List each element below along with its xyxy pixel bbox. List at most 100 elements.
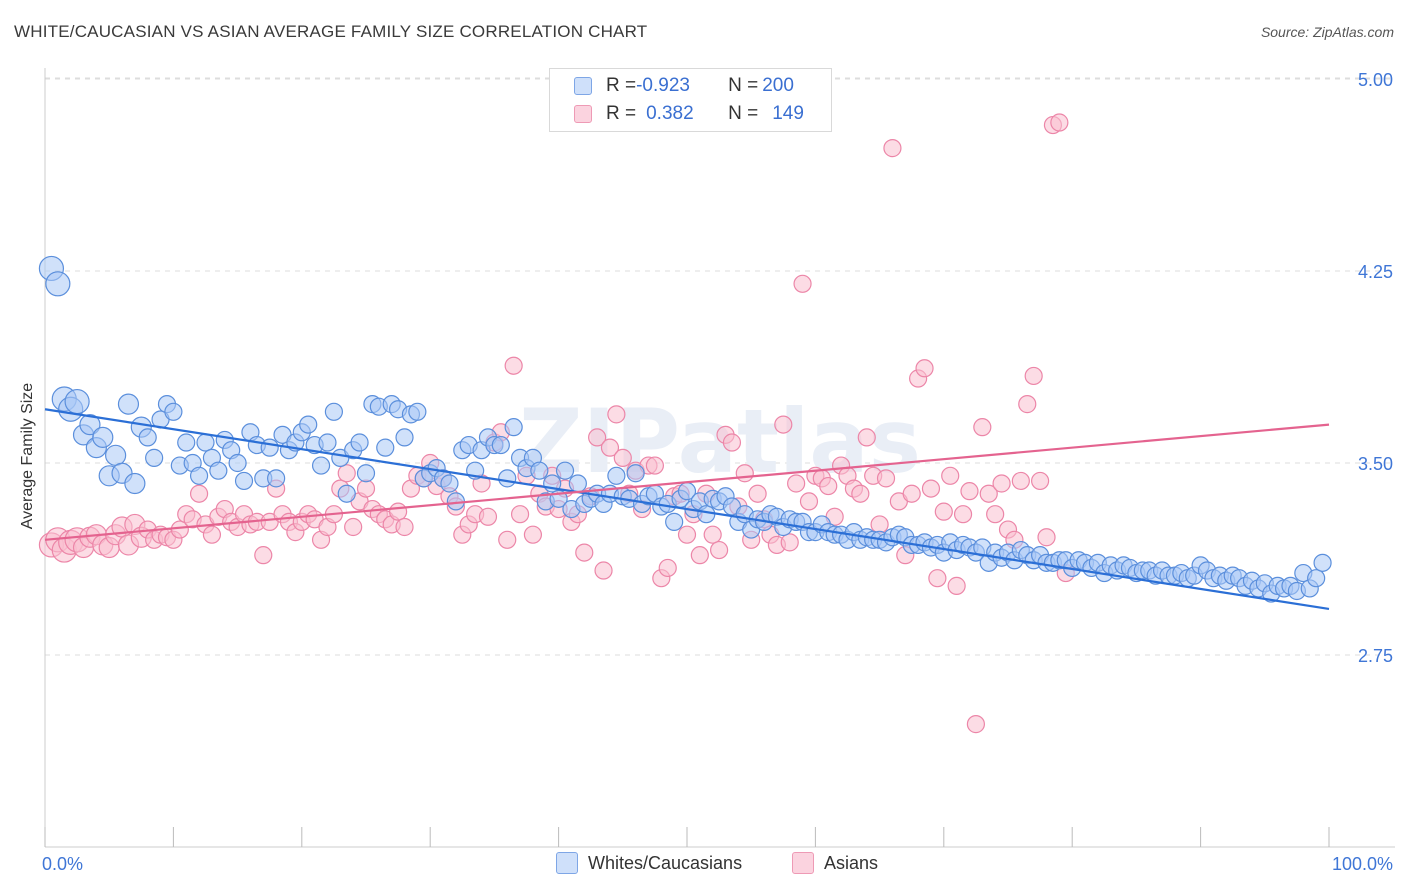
asians-point-72 bbox=[504, 356, 523, 375]
asians-point-33 bbox=[254, 546, 273, 565]
whites-point-44 bbox=[324, 402, 343, 421]
asians-point-99 bbox=[677, 525, 697, 544]
asians-point-114 bbox=[774, 415, 793, 434]
whites-point-1 bbox=[45, 271, 71, 297]
whites-point-35 bbox=[267, 469, 286, 488]
whites-point-21 bbox=[177, 433, 196, 452]
tick-labels: 2.75 3.50 4.25 5.00 0.0% 100.0% bbox=[42, 70, 1393, 874]
asians-point-140 bbox=[941, 466, 960, 485]
whites-point-71 bbox=[498, 469, 517, 488]
trend-lines bbox=[44, 408, 1330, 611]
r-label-whites: R = bbox=[606, 75, 637, 96]
whites-point-29 bbox=[228, 453, 247, 473]
asians-point-25 bbox=[202, 525, 222, 544]
asians-point-131 bbox=[883, 139, 902, 158]
whites-point-15 bbox=[138, 428, 157, 447]
y-tick-label-1: 3.50 bbox=[1358, 454, 1393, 474]
asians-point-47 bbox=[344, 517, 363, 537]
asians-point-130 bbox=[876, 469, 896, 488]
axes bbox=[44, 68, 1395, 848]
legend-item-asians[interactable]: Asians bbox=[792, 852, 878, 874]
asians-point-147 bbox=[986, 505, 1005, 524]
whites-point-19 bbox=[164, 402, 183, 421]
whites-point-6 bbox=[79, 414, 101, 436]
x-tick-label-0: 0.0% bbox=[42, 854, 83, 874]
whites-point-62 bbox=[440, 474, 459, 493]
asians-point-142 bbox=[953, 505, 973, 524]
asians-point-54 bbox=[389, 502, 408, 521]
asians-point-83 bbox=[575, 543, 594, 562]
asians-point-116 bbox=[787, 474, 806, 493]
asians-point-106 bbox=[722, 433, 742, 452]
asians-point-85 bbox=[588, 428, 607, 447]
asians-point-87 bbox=[600, 438, 620, 457]
asians-point-134 bbox=[902, 484, 921, 503]
asians-point-68 bbox=[478, 507, 498, 526]
asians-point-146 bbox=[979, 484, 998, 503]
whites-trend-line bbox=[44, 408, 1330, 611]
whites-point-49 bbox=[356, 464, 376, 483]
whites-point-42 bbox=[311, 456, 331, 475]
asians-point-104 bbox=[709, 540, 729, 560]
asians-trend-line bbox=[44, 423, 1330, 541]
whites-point-8 bbox=[92, 426, 114, 448]
whites-point-52 bbox=[376, 438, 395, 457]
asians-point-153 bbox=[1024, 366, 1043, 386]
asians-point-49 bbox=[356, 479, 376, 498]
x-tick-label-1: 100.0% bbox=[1332, 854, 1393, 874]
asians-point-96 bbox=[658, 558, 677, 578]
whites-point-12 bbox=[117, 393, 140, 415]
whites-point-80 bbox=[555, 461, 575, 480]
whites-point-97 bbox=[665, 512, 684, 531]
asians-point-94 bbox=[645, 456, 665, 475]
r-value-whites: -0.923 bbox=[636, 75, 690, 96]
whites-point-10 bbox=[105, 444, 127, 466]
legend-label-whites: Whites/Caucasians bbox=[588, 852, 743, 873]
legend-swatch-whites bbox=[574, 77, 592, 95]
r-label-asians: R = bbox=[606, 103, 637, 124]
asians-point-88 bbox=[607, 405, 626, 424]
whites-point-55 bbox=[395, 428, 414, 447]
asians-point-75 bbox=[523, 525, 543, 544]
asians-point-152 bbox=[1018, 395, 1037, 414]
asians-point-103 bbox=[703, 525, 722, 544]
legend-swatch-asians bbox=[574, 105, 592, 123]
asians-point-23 bbox=[189, 484, 209, 503]
source-label: Source: ZipAtlas.com bbox=[1260, 24, 1394, 40]
y-tick-label-2: 4.25 bbox=[1358, 262, 1393, 282]
whites-point-57 bbox=[408, 402, 427, 421]
asians-point-148 bbox=[992, 474, 1011, 493]
asians-point-136 bbox=[915, 359, 934, 378]
y-tick-label-3: 5.00 bbox=[1358, 70, 1393, 90]
asians-point-129 bbox=[870, 515, 889, 534]
whites-point-197 bbox=[1307, 569, 1326, 588]
asians-point-155 bbox=[1037, 528, 1056, 547]
asians-point-108 bbox=[735, 464, 754, 483]
asians-point-73 bbox=[510, 505, 530, 524]
correlation-legend: R = -0.923 N = 200 R = 0.382 N = 149 bbox=[549, 68, 832, 132]
whites-point-26 bbox=[209, 461, 228, 480]
legend-item-whites[interactable]: Whites/Caucasians bbox=[556, 852, 742, 874]
asians-point-55 bbox=[395, 517, 414, 537]
n-label-asians: N = bbox=[728, 103, 759, 124]
legend-swatch-asians-bottom bbox=[792, 852, 814, 874]
asians-point-101 bbox=[690, 546, 709, 565]
whites-point-82 bbox=[568, 474, 587, 493]
n-label-whites: N = bbox=[728, 75, 759, 96]
asians-point-145 bbox=[973, 418, 992, 437]
whites-point-70 bbox=[491, 435, 510, 455]
whites-point-30 bbox=[234, 471, 254, 491]
asians-point-141 bbox=[947, 576, 966, 595]
asians-point-115 bbox=[780, 533, 799, 552]
asians-point-126 bbox=[851, 484, 870, 503]
asians-point-143 bbox=[960, 482, 979, 501]
asians-point-89 bbox=[613, 448, 632, 467]
asians-point-127 bbox=[857, 428, 876, 447]
asians-point-154 bbox=[1030, 471, 1050, 491]
y-tick-label-0: 2.75 bbox=[1358, 646, 1393, 666]
whites-point-48 bbox=[350, 433, 369, 452]
whites-point-76 bbox=[530, 461, 549, 480]
chart-title: WHITE/CAUCASIAN VS ASIAN AVERAGE FAMILY … bbox=[14, 22, 648, 41]
whites-point-23 bbox=[189, 466, 209, 485]
